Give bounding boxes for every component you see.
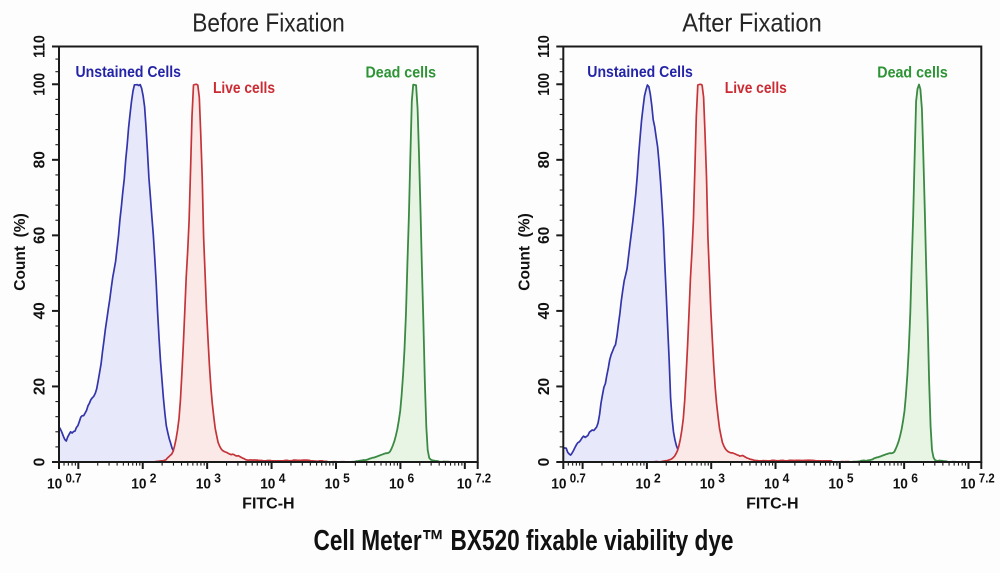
svg-text:106: 10 6 [389, 471, 414, 493]
svg-text:40: 40 [32, 302, 49, 319]
svg-text:100: 100 [536, 73, 553, 96]
svg-text:20: 20 [536, 378, 553, 395]
svg-text:0: 0 [536, 458, 553, 467]
svg-text:40: 40 [536, 302, 553, 319]
svg-text:106: 10 6 [893, 471, 918, 493]
svg-text:105: 10 5 [828, 471, 853, 493]
svg-text:Unstained Cells: Unstained Cells [76, 64, 182, 81]
svg-text:105: 10 5 [325, 471, 350, 493]
svg-text:Live cells: Live cells [213, 80, 275, 97]
svg-text:103: 10 3 [196, 471, 221, 493]
svg-text:60: 60 [32, 227, 49, 244]
svg-text:Dead cells: Dead cells [877, 65, 948, 82]
svg-text:60: 60 [536, 227, 553, 244]
svg-text:Cell Meter™ BX520 fixable viab: Cell Meter™ BX520 fixable viability dye [314, 525, 734, 557]
svg-text:80: 80 [536, 151, 553, 168]
svg-text:100.7: 10 0.7 [551, 471, 586, 493]
svg-text:20: 20 [32, 378, 49, 395]
svg-text:107.2: 10 7.2 [457, 471, 491, 493]
svg-text:FITC-H: FITC-H [242, 496, 294, 513]
svg-text:102: 10 2 [131, 471, 156, 493]
svg-text:110: 110 [32, 35, 49, 58]
svg-text:After Fixation: After Fixation [682, 8, 822, 38]
svg-text:107.2: 10 7.2 [960, 471, 994, 493]
svg-text:0: 0 [32, 458, 49, 467]
svg-text:Dead cells: Dead cells [366, 65, 437, 82]
svg-text:100: 100 [32, 73, 49, 96]
svg-text:80: 80 [32, 151, 49, 168]
svg-text:Before Fixation: Before Fixation [192, 8, 345, 38]
svg-text:FITC-H: FITC-H [746, 496, 798, 513]
svg-text:100.7: 10 0.7 [47, 471, 82, 493]
svg-text:103: 10 3 [700, 471, 725, 493]
svg-text:Live cells: Live cells [725, 80, 787, 97]
svg-text:104: 10 4 [764, 471, 790, 493]
svg-text:110: 110 [536, 35, 553, 58]
svg-text:102: 10 2 [636, 471, 661, 493]
svg-text:Unstained Cells: Unstained Cells [587, 64, 693, 81]
svg-text:Count (%): Count (%) [12, 213, 29, 290]
svg-text:Count (%): Count (%) [517, 213, 534, 290]
svg-text:104: 10 4 [260, 471, 286, 493]
